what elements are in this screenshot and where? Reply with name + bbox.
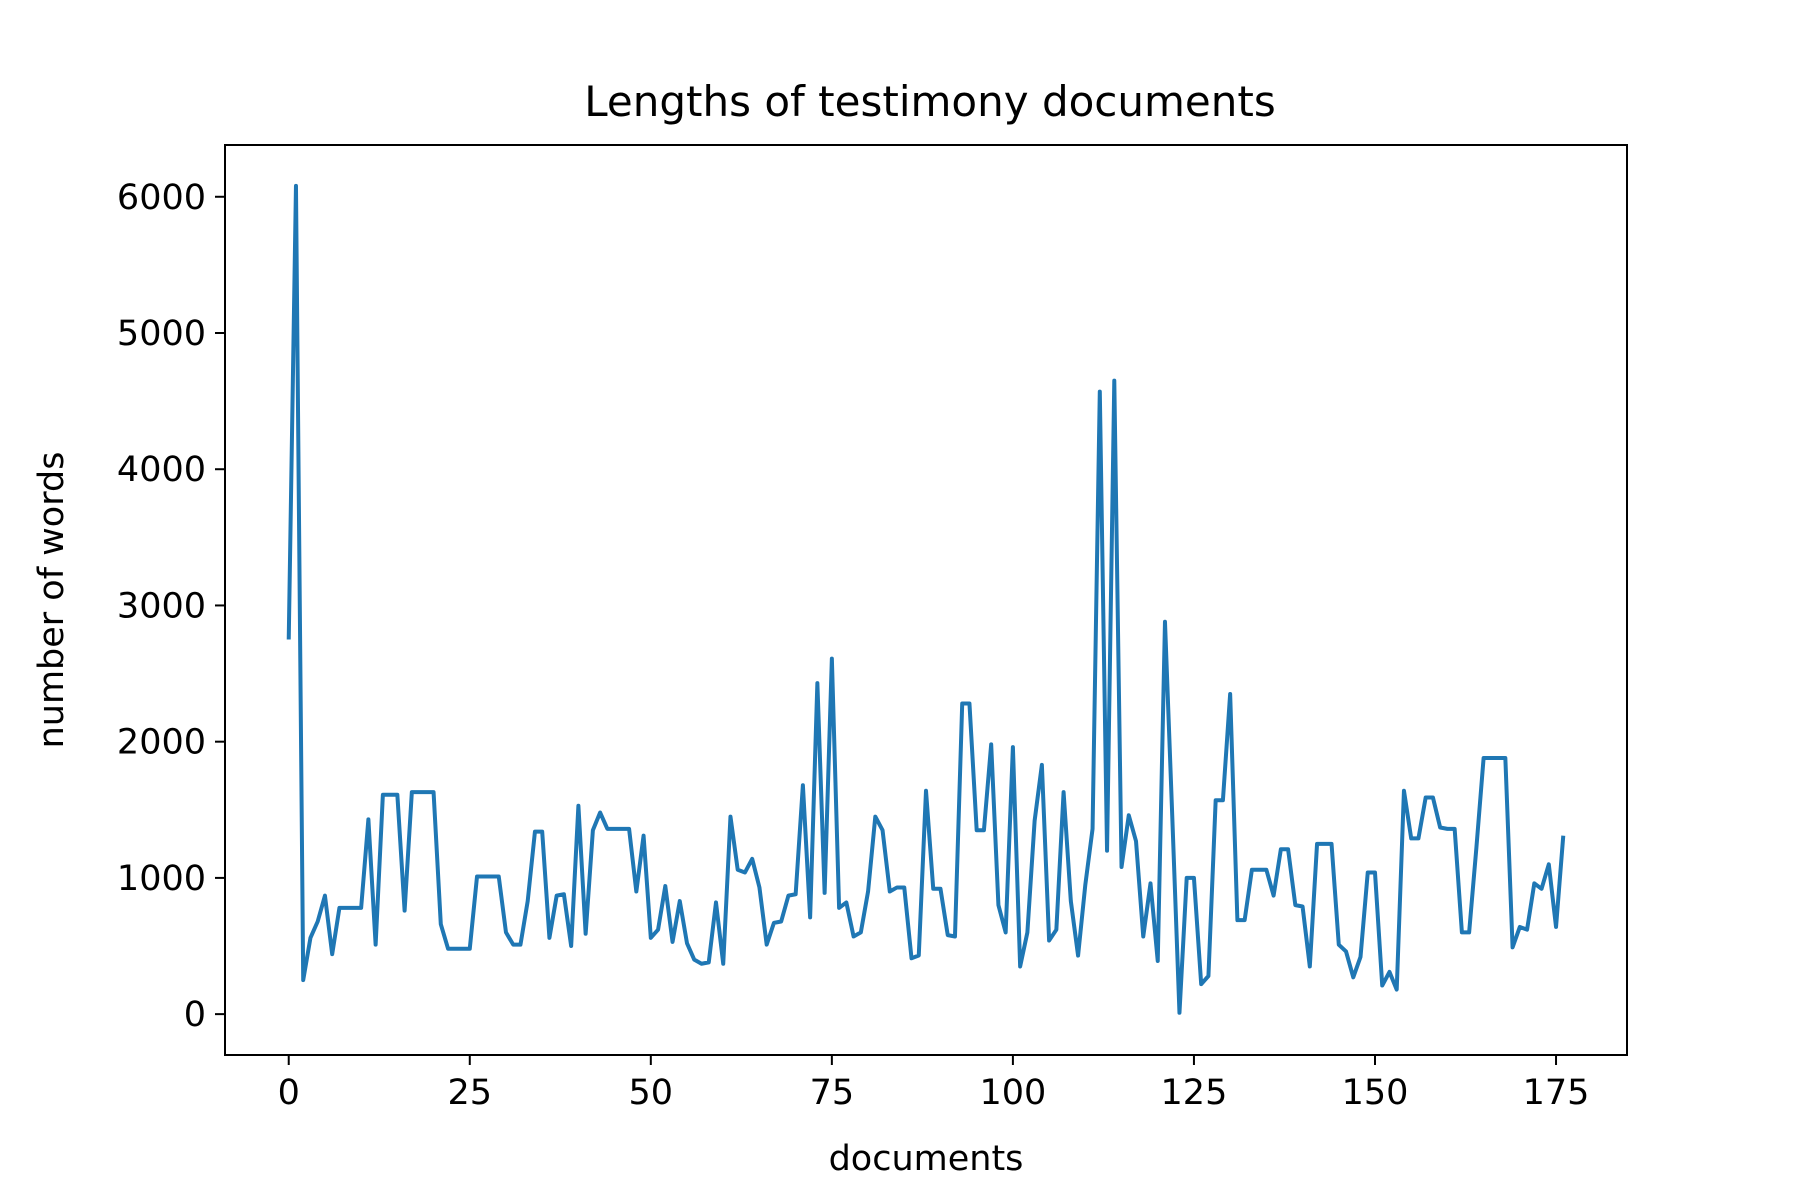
plot-area: [224, 144, 1628, 1056]
plot-frame: [224, 144, 1628, 1056]
y-tick-label: 6000: [117, 178, 206, 218]
x-tick-label: 125: [1161, 1073, 1228, 1113]
x-tick-label: 75: [810, 1073, 855, 1113]
y-tick-label: 5000: [117, 314, 206, 354]
y-tick-label: 3000: [117, 586, 206, 626]
x-tick-label: 25: [447, 1073, 492, 1113]
series-line-word-counts: [286, 183, 1566, 1015]
x-tick-label: 175: [1523, 1073, 1590, 1113]
x-axis: 0 25 50 75 100 125 150 175: [278, 1055, 1590, 1113]
y-tick-label: 0: [184, 995, 206, 1035]
y-axis-label: number of words: [32, 452, 72, 749]
y-tick-label: 1000: [117, 859, 206, 899]
x-tick-label: 100: [979, 1073, 1046, 1113]
y-tick-label: 4000: [117, 450, 206, 490]
x-tick-label: 150: [1342, 1073, 1409, 1113]
chart-title: Lengths of testimony documents: [584, 77, 1275, 126]
y-axis: 0 1000 2000 3000 4000 5000 6000: [117, 178, 225, 1035]
y-tick-label: 2000: [117, 723, 206, 763]
x-axis-label: documents: [829, 1139, 1024, 1179]
x-tick-label: 50: [629, 1073, 674, 1113]
x-tick-label: 0: [278, 1073, 300, 1113]
